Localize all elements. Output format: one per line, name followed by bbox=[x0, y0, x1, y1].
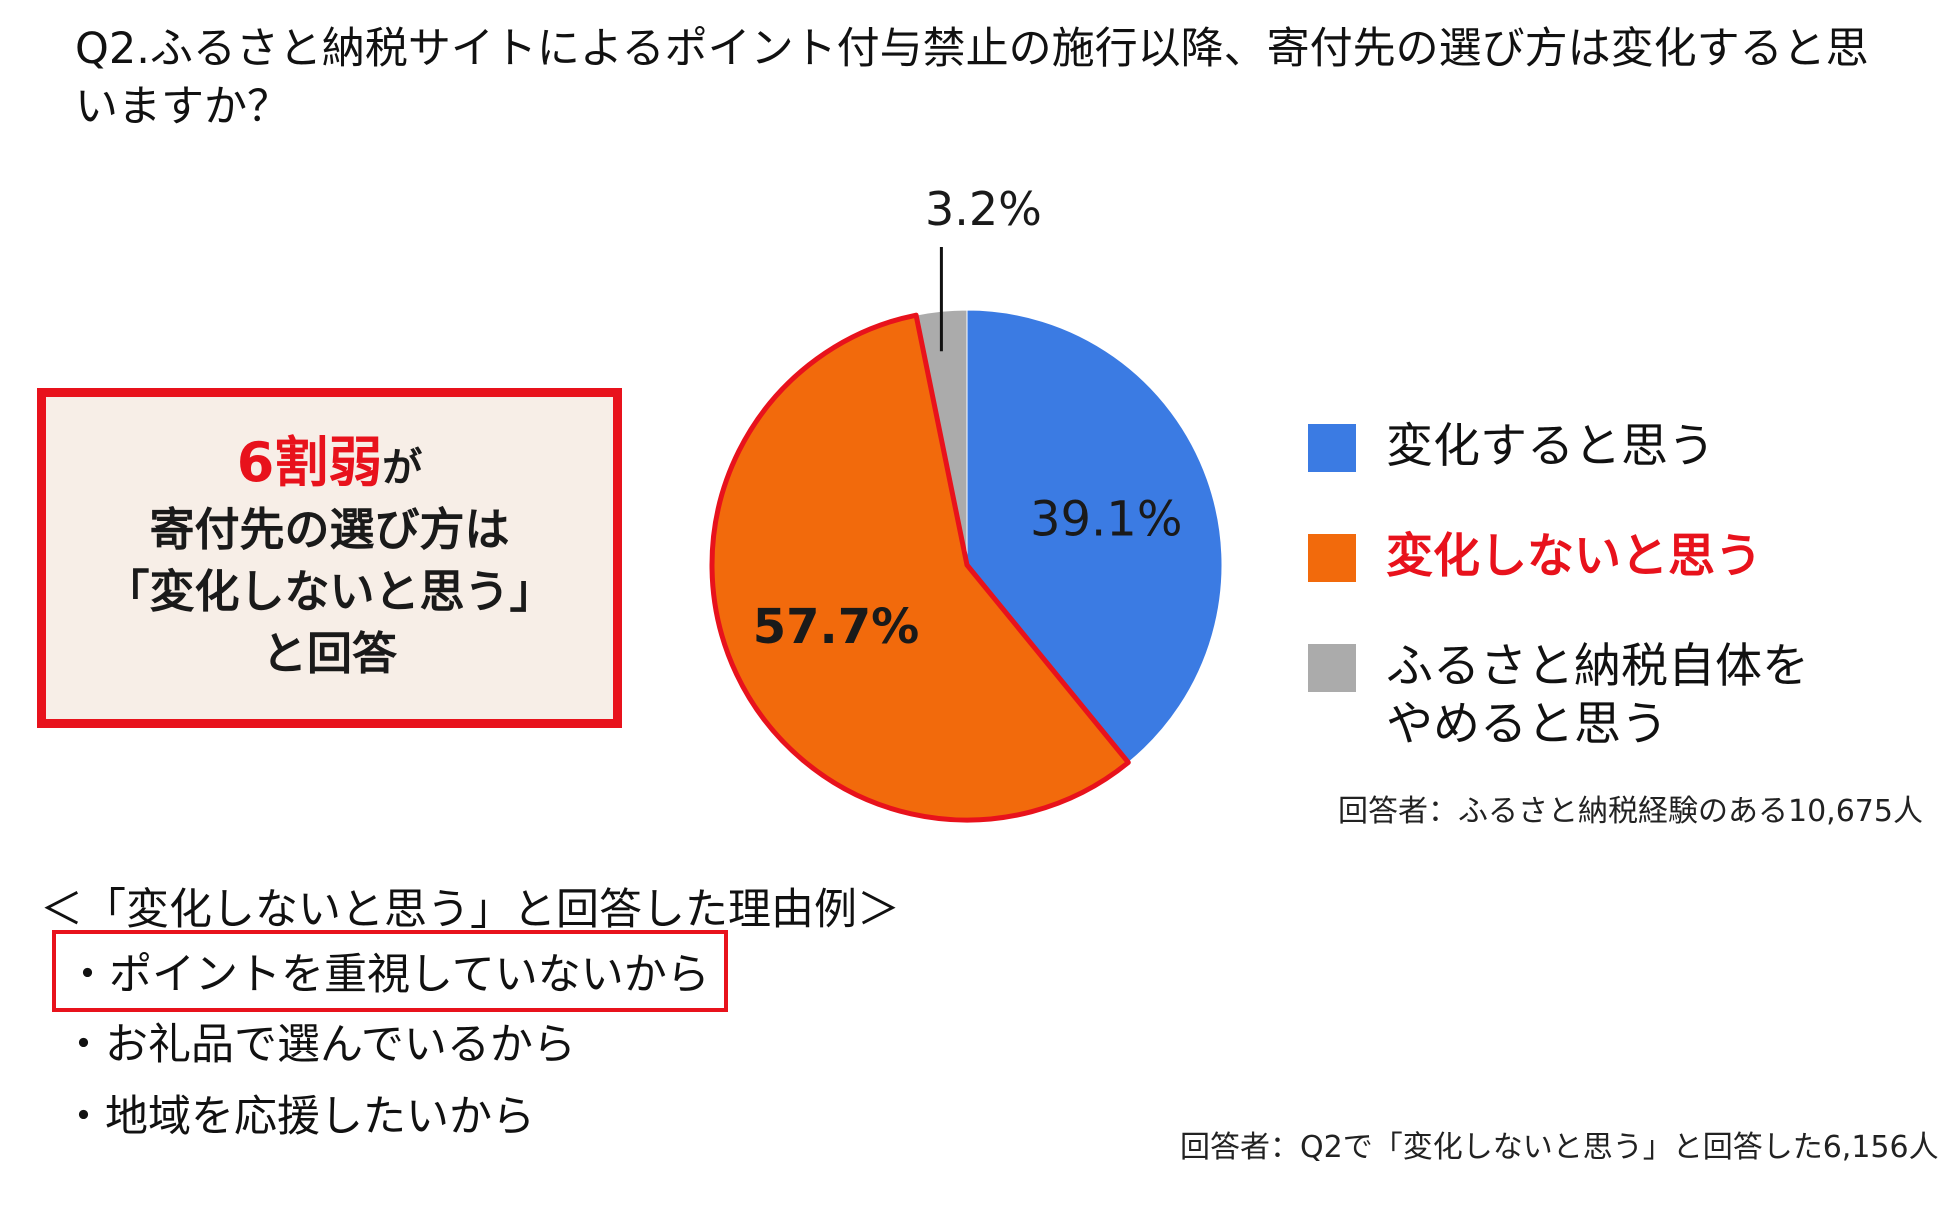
reason-item-1: ・ポイントを重視していないから bbox=[52, 930, 728, 1012]
respondents-note-reasons: 回答者：Q2で「変化しないと思う」と回答した6,156人 bbox=[1180, 1130, 1939, 1165]
reasons-heading: ＜「変化しないと思う」と回答した理由例＞ bbox=[40, 885, 900, 935]
legend-item-quit: ふるさと納税自体を やめると思う bbox=[1308, 638, 1846, 754]
legend-swatch-change bbox=[1308, 424, 1356, 472]
pie-slice-no-change bbox=[709, 312, 1131, 823]
reason-item-3: ・地域を応援したいから bbox=[62, 1092, 535, 1142]
callout-line-1: 6割弱が bbox=[236, 430, 423, 499]
pie-slice-change bbox=[966, 309, 1223, 764]
legend-swatch-no-change bbox=[1308, 534, 1356, 582]
pie-label-quit: 3.2% bbox=[925, 182, 1042, 236]
summary-callout: 6割弱が 寄付先の選び方は 「変化しないと思う」 と回答 bbox=[37, 388, 622, 728]
callout-line-2: 寄付先の選び方は bbox=[149, 502, 510, 556]
legend-swatch-quit bbox=[1308, 644, 1356, 692]
pie-label-no-change: 57.7% bbox=[753, 599, 920, 655]
legend-label-quit: ふるさと納税自体を やめると思う bbox=[1386, 639, 1809, 752]
callout-highlight-suffix: が bbox=[382, 444, 423, 491]
callout-highlight: 6割弱 bbox=[236, 430, 383, 494]
legend-label-no-change: 変化しないと思う bbox=[1386, 529, 1762, 584]
legend-label-change: 変化すると思う bbox=[1386, 419, 1715, 474]
respondents-note-q2: 回答者：ふるさと納税経験のある10,675人 bbox=[1338, 794, 1923, 829]
legend-item-no-change: 変化しないと思う bbox=[1308, 528, 1846, 586]
pie-label-change: 39.1% bbox=[1030, 492, 1182, 548]
reason-item-2: ・お礼品で選んでいるから bbox=[62, 1020, 576, 1070]
question-title: Q2.ふるさと納税サイトによるポイント付与禁止の施行以降、寄付先の選び方は変化す… bbox=[75, 24, 1869, 132]
legend-item-change: 変化すると思う bbox=[1308, 418, 1846, 476]
callout-line-3: 「変化しないと思う」 bbox=[104, 564, 555, 618]
callout-line-4: と回答 bbox=[261, 626, 397, 680]
